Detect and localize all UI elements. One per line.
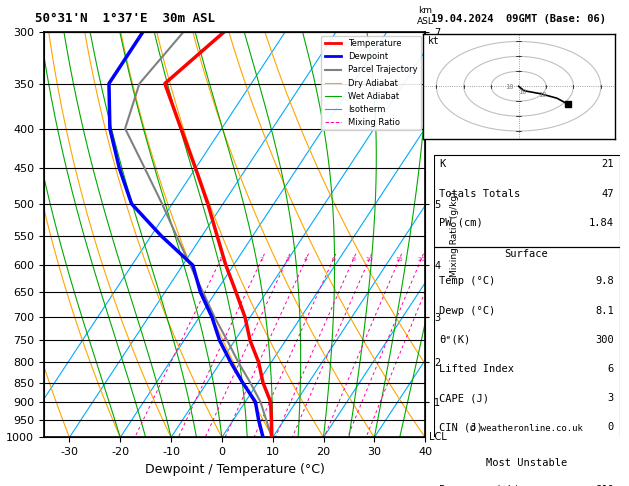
Text: km
ASL: km ASL: [416, 6, 433, 25]
Text: 9.8: 9.8: [595, 277, 614, 286]
Text: θᵉ(K): θᵉ(K): [439, 335, 470, 345]
Text: 15: 15: [395, 257, 403, 262]
Text: 300: 300: [595, 335, 614, 345]
Text: Lifted Index: Lifted Index: [439, 364, 515, 374]
Text: kt: kt: [428, 36, 440, 47]
Text: © weatheronline.co.uk: © weatheronline.co.uk: [470, 424, 583, 434]
Text: 3: 3: [608, 393, 614, 403]
Text: 2: 2: [260, 257, 264, 262]
Text: 10: 10: [505, 84, 513, 90]
Text: 800: 800: [595, 485, 614, 486]
Text: 20: 20: [417, 257, 425, 262]
Text: LCL: LCL: [429, 433, 447, 442]
X-axis label: Dewpoint / Temperature (°C): Dewpoint / Temperature (°C): [145, 463, 325, 476]
Text: 50°31'N  1°37'E  30m ASL: 50°31'N 1°37'E 30m ASL: [35, 12, 214, 25]
Text: 21: 21: [601, 159, 614, 170]
Text: Pressure (mb): Pressure (mb): [439, 485, 520, 486]
Text: 8.1: 8.1: [595, 306, 614, 315]
Text: 4: 4: [304, 257, 308, 262]
Text: 1.84: 1.84: [589, 218, 614, 228]
Text: 3: 3: [285, 257, 289, 262]
Text: 6: 6: [608, 364, 614, 374]
Text: 10: 10: [538, 92, 547, 98]
Text: 47: 47: [601, 189, 614, 199]
Text: 19.04.2024  09GMT (Base: 06): 19.04.2024 09GMT (Base: 06): [431, 14, 606, 24]
Text: 10: 10: [365, 257, 373, 262]
Text: CIN (J): CIN (J): [439, 422, 483, 433]
Text: Most Unstable: Most Unstable: [486, 458, 567, 468]
Bar: [433, 456, 620, 486]
Text: K: K: [439, 159, 445, 170]
Text: Totals Totals: Totals Totals: [439, 189, 520, 199]
Text: 0: 0: [608, 422, 614, 433]
Legend: Temperature, Dewpoint, Parcel Trajectory, Dry Adiabat, Wet Adiabat, Isotherm, Mi: Temperature, Dewpoint, Parcel Trajectory…: [321, 36, 421, 130]
Text: Surface: Surface: [504, 249, 548, 259]
Text: PW (cm): PW (cm): [439, 218, 483, 228]
Text: CAPE (J): CAPE (J): [439, 393, 489, 403]
Y-axis label: hPa: hPa: [0, 223, 1, 246]
Text: Dewp (°C): Dewp (°C): [439, 306, 496, 315]
Text: 6: 6: [331, 257, 335, 262]
Text: Temp (°C): Temp (°C): [439, 277, 496, 286]
Text: 10: 10: [518, 89, 527, 95]
Text: Mixing Ratio (g/kg): Mixing Ratio (g/kg): [450, 191, 459, 278]
Text: 1: 1: [219, 257, 223, 262]
Text: 8: 8: [351, 257, 355, 262]
Bar: [433, 156, 620, 247]
Bar: [433, 247, 620, 456]
